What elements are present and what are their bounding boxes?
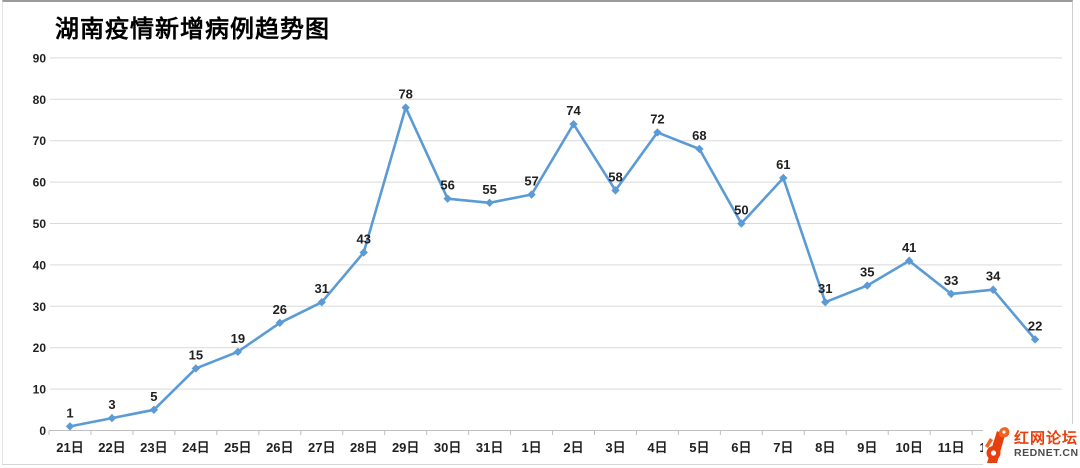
data-point-label: 5 <box>150 389 157 404</box>
y-axis-label: 10 <box>33 383 47 397</box>
chart-title: 湖南疫情新增病例趋势图 <box>55 17 330 43</box>
data-point-label: 57 <box>524 174 538 189</box>
data-point-marker <box>65 422 75 431</box>
rednet-watermark: 红网论坛 REDNET.CN <box>983 424 1080 466</box>
x-axis-label: 3日 <box>605 440 625 455</box>
x-axis-label: 2日 <box>563 440 583 455</box>
data-point-marker <box>946 289 956 299</box>
data-point-marker <box>611 186 620 195</box>
y-axis-label: 30 <box>33 300 47 314</box>
data-point-marker <box>1030 335 1040 344</box>
y-axis-label: 20 <box>33 341 47 355</box>
x-axis-label: 25日 <box>224 440 251 455</box>
data-point-label: 74 <box>566 103 581 118</box>
x-axis-label: 7日 <box>773 440 793 455</box>
data-point-marker <box>988 285 998 294</box>
data-point-marker <box>653 128 662 137</box>
data-point-label: 43 <box>356 231 370 246</box>
data-point-marker <box>359 248 368 257</box>
data-point-marker <box>737 219 746 228</box>
data-point-label: 55 <box>482 182 496 197</box>
x-axis-label: 31日 <box>476 440 503 455</box>
y-axis-label: 60 <box>33 176 47 190</box>
data-point-marker <box>401 103 410 112</box>
data-point-label: 19 <box>231 331 245 346</box>
x-axis-label: 29日 <box>392 440 419 455</box>
data-point-marker <box>275 318 284 328</box>
data-point-marker <box>317 297 326 307</box>
x-axis-label: 23日 <box>140 440 167 455</box>
data-point-label: 68 <box>692 128 706 143</box>
y-axis-label: 80 <box>33 93 47 107</box>
y-axis-label: 0 <box>39 424 46 438</box>
x-axis-label: 8日 <box>815 440 835 455</box>
data-point-marker <box>779 173 788 183</box>
data-point-marker <box>569 119 578 129</box>
x-axis-label: 4日 <box>647 440 667 455</box>
data-point-label: 31 <box>818 281 832 296</box>
x-axis-label: 21日 <box>56 440 83 455</box>
x-axis-label: 28日 <box>350 440 377 455</box>
x-axis-label: 5日 <box>689 440 709 455</box>
rednet-logo-icon <box>985 427 1010 463</box>
y-axis-label: 70 <box>33 134 47 148</box>
x-axis-label: 27日 <box>308 440 335 455</box>
data-point-marker <box>527 190 536 199</box>
data-point-marker <box>905 256 914 265</box>
data-point-marker <box>149 405 159 414</box>
x-axis-label: 22日 <box>98 440 125 455</box>
y-axis-label: 50 <box>33 217 47 231</box>
data-point-label: 34 <box>986 269 1001 284</box>
data-point-label: 58 <box>608 169 622 184</box>
data-point-label: 15 <box>189 347 203 362</box>
data-point-label: 31 <box>315 281 329 296</box>
data-point-marker <box>443 194 452 203</box>
data-point-label: 1 <box>66 405 73 420</box>
x-axis-label: 1日 <box>521 440 541 455</box>
watermark-site-domain: REDNET.CN <box>1014 447 1079 460</box>
series-line <box>68 106 1037 428</box>
data-point-marker <box>821 297 830 307</box>
data-point-label: 41 <box>902 240 916 255</box>
x-axis-label: 6日 <box>731 440 751 455</box>
x-axis-label: 30日 <box>434 440 461 455</box>
data-point-label: 22 <box>1028 318 1042 333</box>
data-point-label: 50 <box>734 203 748 218</box>
data-point-label: 26 <box>273 302 287 317</box>
watermark-site-name: 红网论坛 <box>1014 430 1079 448</box>
data-point-marker <box>695 144 704 154</box>
y-axis-label: 90 <box>33 51 47 65</box>
x-axis-label: 10日 <box>895 440 922 455</box>
data-point-label: 33 <box>944 273 958 288</box>
data-point-marker <box>191 364 201 373</box>
x-axis-label: 11日 <box>938 440 965 455</box>
data-point-label: 78 <box>398 87 412 102</box>
data-point-label: 56 <box>440 178 454 193</box>
x-axis-label: 26日 <box>266 440 293 455</box>
data-point-marker <box>863 281 872 290</box>
data-point-marker <box>107 413 117 423</box>
y-axis-label: 40 <box>33 258 47 272</box>
x-axis-label: 9日 <box>857 440 877 455</box>
data-point-label: 35 <box>860 265 874 280</box>
data-point-label: 3 <box>108 397 115 412</box>
data-point-label: 61 <box>776 157 790 172</box>
data-point-marker <box>233 347 243 357</box>
data-point-label: 72 <box>650 111 664 126</box>
data-point-marker <box>485 198 494 207</box>
x-axis-label: 24日 <box>182 440 209 455</box>
